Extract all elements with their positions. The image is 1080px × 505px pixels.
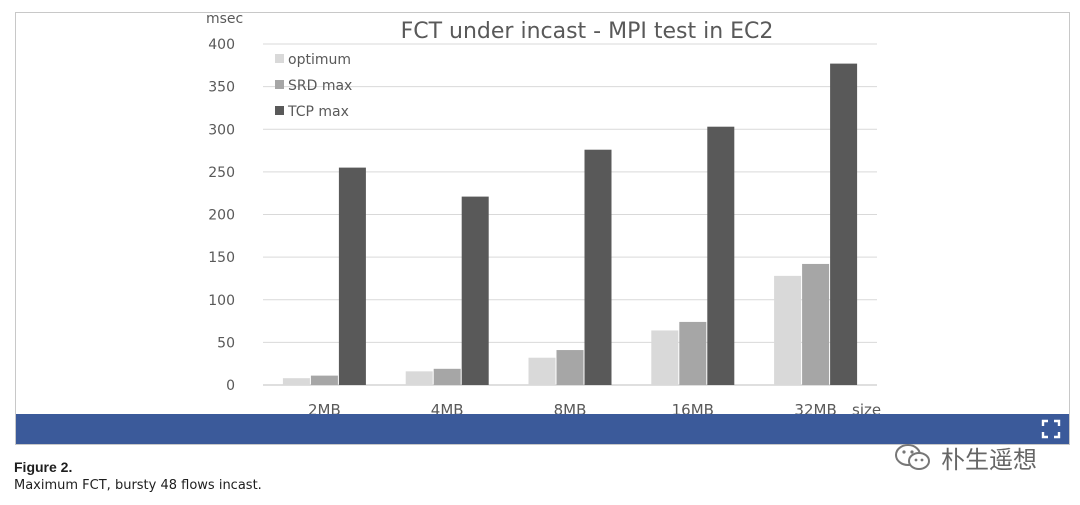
bar-srd-max-16mb: [679, 321, 707, 385]
bar-tcp-max-8mb: [584, 149, 612, 385]
bar-tcp-max-2mb: [338, 167, 366, 385]
legend-label: optimum: [288, 52, 351, 68]
y-tick-label: 400: [208, 37, 235, 53]
figure-label: Figure 2.: [14, 459, 73, 475]
bar-tcp-max-16mb: [707, 126, 735, 385]
y-tick-label: 0: [226, 378, 235, 394]
y-tick-label: 200: [208, 208, 235, 224]
chart-title: FCT under incast - MPI test in EC2: [401, 19, 774, 44]
y-tick-labels: 0 50 100 150 200 250 300 350 400: [208, 37, 235, 394]
x-tick-label: 4MB: [431, 401, 464, 416]
legend-swatch: [275, 54, 284, 63]
bar-chart: 0 50 100 150 200 250 300 350 400 2MB 4MB 8MB 16MB 32…: [206, 13, 881, 416]
bars: [282, 63, 858, 386]
figure-frame: 0 50 100 150 200 250 300 350 400 2MB 4MB 8MB 16MB 32…: [15, 12, 1070, 445]
watermark-text: 朴生遥想: [941, 446, 1037, 474]
y-axis-label: msec: [206, 13, 243, 27]
x-tick-label: 16MB: [672, 401, 714, 416]
bar-optimum-16mb: [651, 330, 679, 385]
legend-label: TCP max: [287, 104, 349, 120]
figure-toolbar: [16, 414, 1069, 444]
legend-swatch: [275, 106, 284, 115]
legend-label: SRD max: [288, 78, 352, 94]
x-tick-label: 8MB: [554, 401, 587, 416]
bar-srd-max-2mb: [310, 375, 338, 385]
expand-icon[interactable]: [1041, 419, 1061, 439]
legend: optimum SRD max TCP max: [275, 52, 352, 120]
bar-srd-max-4mb: [433, 368, 461, 385]
figure-description: Maximum FCT, bursty 48 flows incast.: [14, 478, 262, 493]
figure-caption: Figure 2. Maximum FCT, bursty 48 flows i…: [14, 459, 262, 494]
y-tick-label: 50: [217, 335, 235, 351]
wechat-icon: [895, 443, 930, 470]
bar-optimum-32mb: [774, 275, 802, 385]
bar-optimum-4mb: [405, 371, 433, 385]
bar-srd-max-8mb: [556, 350, 584, 385]
bar-srd-max-32mb: [802, 263, 830, 385]
legend-swatch: [275, 80, 284, 89]
bar-tcp-max-32mb: [830, 63, 858, 386]
x-tick-labels: 2MB 4MB 8MB 16MB 32MB: [308, 401, 837, 416]
watermark: 朴生遥想: [893, 440, 1037, 475]
bar-tcp-max-4mb: [461, 196, 489, 385]
y-tick-label: 150: [208, 250, 235, 266]
x-axis-label: size: [852, 401, 881, 416]
x-tick-label: 2MB: [308, 401, 341, 416]
y-tick-label: 250: [208, 165, 235, 181]
bar-optimum-2mb: [282, 378, 310, 385]
bar-optimum-8mb: [528, 357, 556, 385]
y-tick-label: 350: [208, 80, 235, 96]
y-tick-label: 100: [208, 293, 235, 309]
y-tick-label: 300: [208, 122, 235, 138]
x-tick-label: 32MB: [794, 401, 836, 416]
